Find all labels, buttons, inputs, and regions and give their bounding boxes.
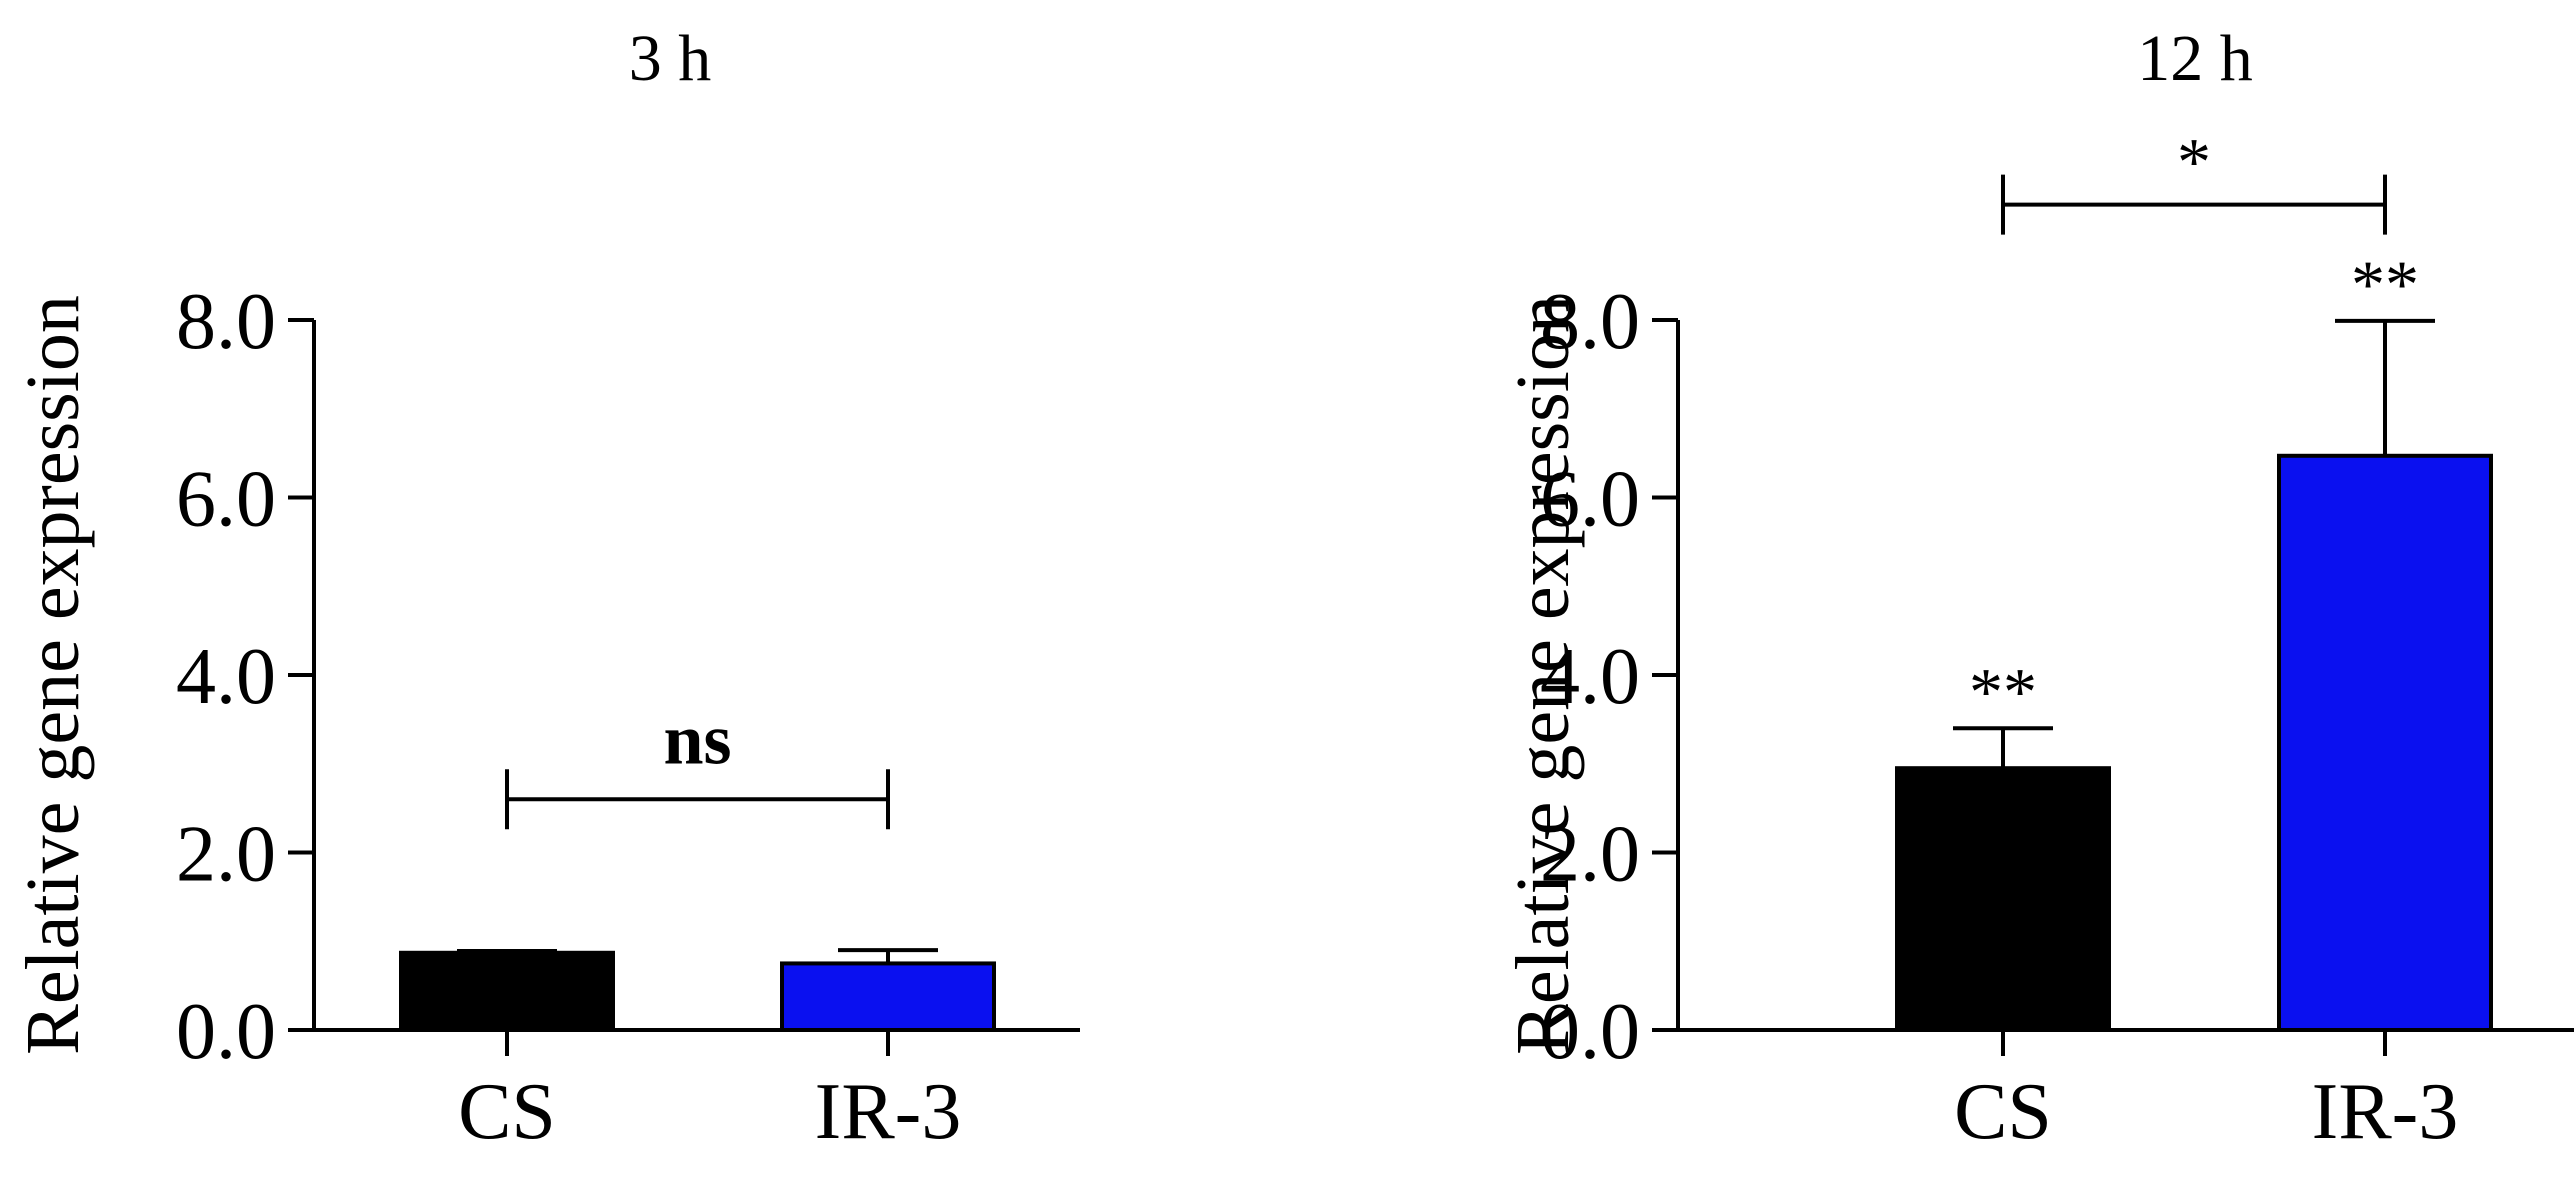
panel-3h: 3 h Relative gene expression 0.0 2.0 4.0 6.0 8… — [11, 22, 1080, 1156]
y-tick-label: 6.0 — [176, 456, 276, 544]
bar-significance-label: ** — [1969, 653, 2037, 729]
y-tick-label: 4.0 — [1540, 633, 1640, 721]
bar-significance-label: ** — [2351, 246, 2419, 322]
y-tick-label: 2.0 — [1540, 811, 1640, 899]
comparison-label: ns — [663, 699, 731, 779]
y-tick-label: 2.0 — [176, 811, 276, 899]
y-tick-label: 0.0 — [1540, 988, 1640, 1076]
y-tick-label: 8.0 — [176, 278, 276, 366]
chart-title: 12 h — [2137, 22, 2253, 95]
chart-title: 3 h — [629, 22, 712, 95]
y-tick-label: 0.0 — [176, 988, 276, 1076]
x-tick-label: IR-3 — [2312, 1068, 2459, 1156]
x-tick-label: CS — [458, 1068, 556, 1156]
y-axis-title: Relative gene expression — [11, 295, 95, 1055]
y-tick-label: 8.0 — [1540, 278, 1640, 366]
x-tick-label: IR-3 — [815, 1068, 962, 1156]
y-tick-label: 4.0 — [176, 633, 276, 721]
y-tick-label: 6.0 — [1540, 456, 1640, 544]
x-tick-label: CS — [1954, 1068, 2052, 1156]
comparison-label: * — [2177, 124, 2211, 200]
bar-cs — [1895, 766, 2111, 1032]
bar-ir-3 — [780, 961, 996, 1032]
bar-cs — [399, 950, 615, 1032]
bar-ir-3 — [2277, 453, 2493, 1033]
y-axis-title: Relative gene expression — [1501, 295, 1585, 1055]
